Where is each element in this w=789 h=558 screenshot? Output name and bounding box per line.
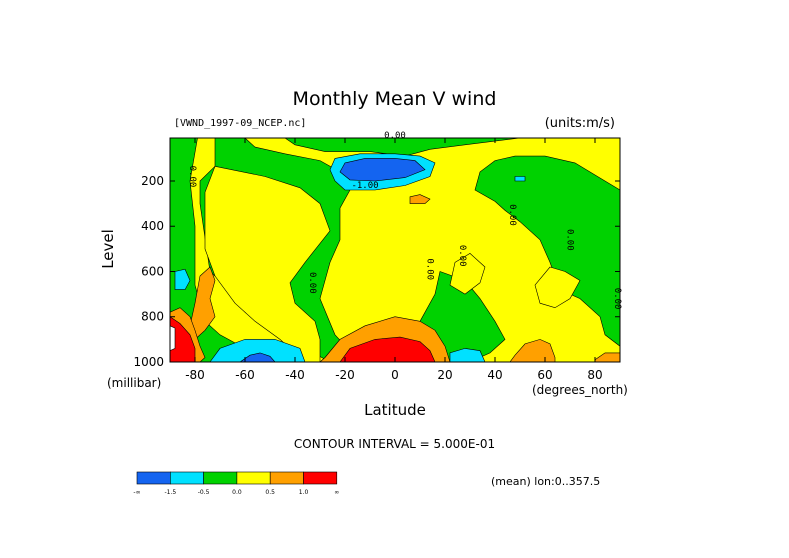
contour-interval-text: CONTOUR INTERVAL = 5.000E-01 [293, 437, 496, 451]
x-tick-label: -20 [335, 368, 355, 382]
y-axis-unit: (millibar) [107, 376, 162, 390]
x-tick-label: -80 [185, 368, 205, 382]
colorbar-swatch [170, 471, 204, 485]
contour-region [449, 253, 486, 295]
colorbar-label: 1.0 [299, 489, 309, 496]
contour-label: -1.00 [351, 181, 378, 191]
mean-longitude-text: (mean) lon:0..357.5 [491, 475, 601, 488]
contour-label: 0.00 [307, 272, 317, 294]
x-tick-label: 20 [437, 368, 452, 382]
colorbar-label: -0.5 [198, 489, 210, 496]
colorbar-swatch [136, 471, 171, 485]
x-tick-label: 0 [391, 368, 399, 382]
colorbar-swatch [303, 471, 338, 485]
contour-region [189, 266, 216, 340]
x-axis-title: Latitude [364, 401, 426, 419]
source-file-label: [VWND_1997-09_NCEP.nc] [174, 118, 307, 129]
units-label: (units:m/s) [544, 116, 615, 131]
contour-label: 0.00 [425, 258, 435, 280]
colorbar-label: ∞ [334, 489, 339, 496]
contour-region [339, 336, 436, 363]
colorbar-swatch [236, 471, 271, 485]
colorbar: -∞ -1.5 -0.5 0.0 0.5 1.0 ∞ [133, 471, 339, 496]
colorbar-label: 0.5 [265, 489, 275, 496]
y-axis-ticks: 200 400 600 800 1000 [133, 174, 620, 369]
x-tick-label: -40 [285, 368, 305, 382]
contour-label: 0.00 [565, 229, 575, 251]
contour-region [169, 325, 176, 352]
contour-region [339, 158, 426, 182]
contour-labels: 0.00 -1.00 0.00 0.00 0.00 0.00 0.00 0.00 0.00 [187, 131, 622, 309]
contour-fill-layer [169, 137, 621, 363]
x-tick-label: -60 [235, 368, 255, 382]
x-tick-label: 80 [587, 368, 602, 382]
contour-label: 0.00 [612, 288, 622, 310]
y-tick-label: 600 [141, 264, 164, 278]
y-tick-label: 200 [141, 174, 164, 188]
contour-label: 0.00 [457, 245, 467, 267]
colorbar-label: 0.0 [232, 489, 242, 496]
y-tick-label: 1000 [133, 355, 164, 369]
contour-region [534, 266, 581, 309]
y-tick-label: 400 [141, 219, 164, 233]
contour-label: 0.00 [187, 166, 197, 188]
chart-title: Monthly Mean V wind [292, 88, 497, 110]
colorbar-swatch [269, 471, 304, 485]
x-axis-unit: (degrees_north) [532, 383, 628, 397]
contour-label: 0.00 [507, 204, 517, 226]
y-tick-label: 800 [141, 310, 164, 324]
contour-region [174, 268, 191, 290]
x-tick-label: 60 [537, 368, 552, 382]
contour-label: 0.00 [384, 131, 406, 141]
colorbar-label: -∞ [133, 489, 140, 496]
x-tick-label: 40 [487, 368, 502, 382]
x-axis-ticks: -80 -60 -40 -20 0 20 40 60 80 [185, 138, 603, 382]
colorbar-label: -1.5 [164, 489, 176, 496]
contour-region [514, 176, 526, 182]
colorbar-swatch [203, 471, 238, 485]
contour-region [409, 194, 431, 204]
y-axis-title: Level [98, 229, 117, 269]
contour-region [204, 165, 331, 363]
